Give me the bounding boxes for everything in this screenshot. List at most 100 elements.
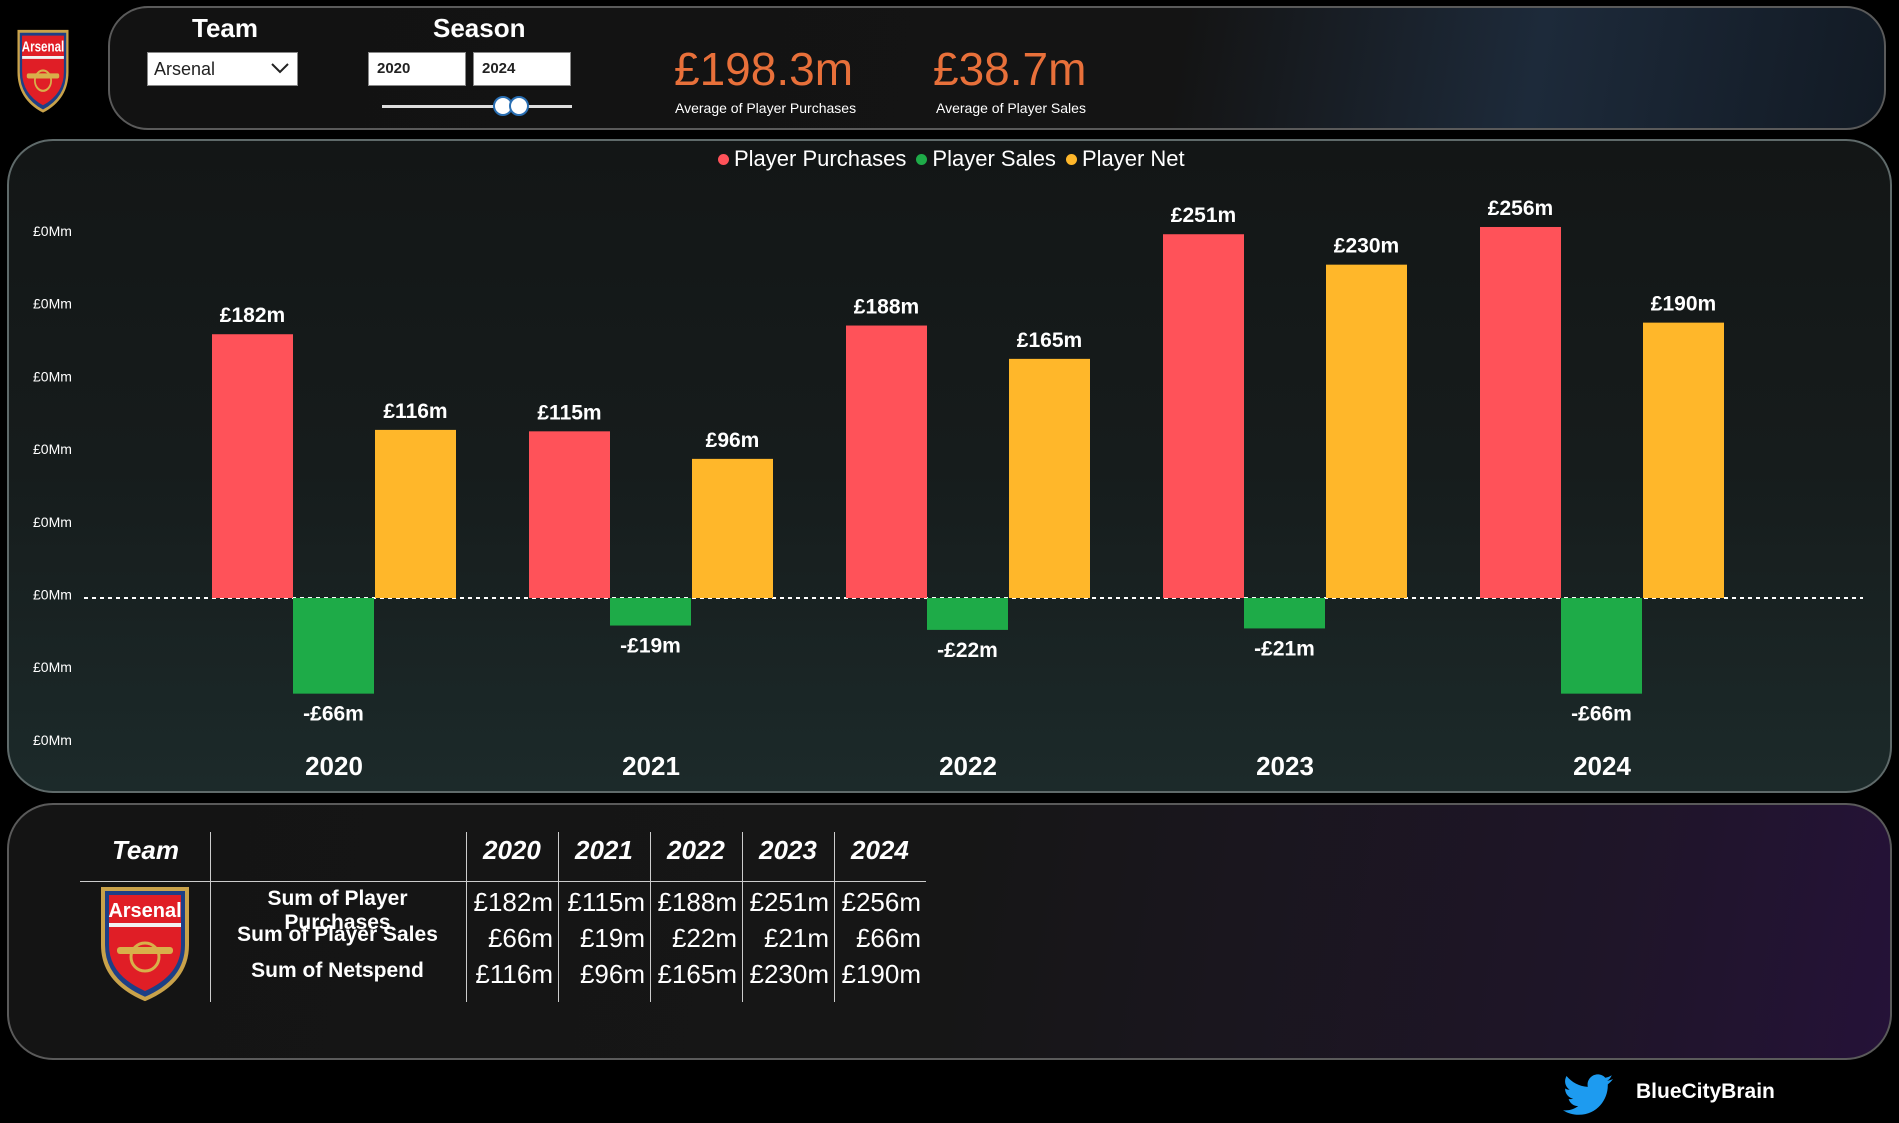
table-crest-text: Arsenal [108,900,181,922]
bar-purchases-2023[interactable] [1163,234,1244,598]
row-label-purchases: Sum of Player Purchases [267,887,408,934]
legend-dot-sales [916,153,928,165]
legend-dot-purchases [718,153,729,165]
bar-net-2021[interactable] [692,458,773,598]
kpi-avg-purchases-value: £198.3m [674,43,854,95]
table-cell: £190m [841,959,922,989]
legend-label-net: Player Net [1081,146,1185,171]
table-header-divider [80,881,926,882]
kpi-avg-sales-label: Average of Player Sales [936,100,1086,116]
legend-item-net: Player Net [1065,146,1185,172]
table-cell: £19m [579,923,645,953]
bar-purchases-2020[interactable] [212,334,293,598]
x-tick-label-2020: 2020 [305,751,363,781]
y-tick-label: £0Mm [33,732,72,748]
y-tick-label: £0Mm [33,441,72,457]
table-arsenal-crest: Arsenal [95,883,195,1003]
table-cell: £22m [671,923,737,953]
team-filter-title: Team [192,13,258,43]
bar-purchases-2024[interactable] [1480,226,1561,599]
bar-sales-2022[interactable] [927,598,1008,630]
data-label-sales-2024: -£66m [1571,703,1632,726]
data-label-net-2024: £190m [1651,293,1716,316]
team-dropdown[interactable]: Arsenal [147,52,298,86]
data-label-net-2020: £116m [383,400,447,423]
season-start-input[interactable]: 2020 [368,52,466,86]
table-cell: £66m [487,923,553,953]
kpi-avg-sales-value: £38.7m [933,43,1087,95]
bar-sales-2023[interactable] [1244,598,1325,629]
table-cell: £165m [657,959,738,989]
table-cell: £230m [749,959,830,989]
twitter-bird-icon[interactable] [1563,1074,1613,1116]
legend-item-purchases: Player Purchases [718,146,906,172]
table-cell: £182m [473,887,554,917]
bar-net-2020[interactable] [375,429,456,598]
table-divider [210,832,211,1002]
data-label-sales-2021: -£19m [620,635,681,658]
table-divider [834,832,835,1002]
y-tick-label: £0Mm [33,659,72,675]
bar-sales-2020[interactable] [293,598,374,694]
bar-purchases-2022[interactable] [846,325,927,598]
table-header-year-2023: 2023 [759,835,817,865]
table-cell: £116m [475,959,553,989]
chevron-down-icon [271,63,289,74]
row-label-sales: Sum of Player Sales [237,923,438,946]
table-header-year-2021: 2021 [575,835,633,865]
table-header-year-2020: 2020 [483,835,541,865]
legend-dot-net [1065,153,1077,165]
season-slider-end-handle[interactable] [509,96,529,116]
bar-sales-2021[interactable] [610,598,691,626]
team-dropdown-value: Arsenal [154,59,216,79]
table-header-team: Team [112,835,179,865]
bar-net-2022[interactable] [1009,358,1090,598]
data-label-net-2022: £165m [1017,329,1082,352]
y-tick-label: £0Mm [33,514,72,530]
data-label-sales-2022: -£22m [937,639,998,662]
table-divider [742,832,743,1002]
row-label-netspend: Sum of Netspend [251,959,424,982]
legend-item-sales: Player Sales [916,146,1056,172]
data-label-net-2021: £96m [706,429,760,452]
twitter-handle[interactable]: BlueCityBrain [1636,1080,1775,1103]
crest-text: Arsenal [22,38,65,55]
table-cell: £66m [855,923,921,953]
legend-label-purchases: Player Purchases [734,146,907,171]
data-label-purchases-2023: £251m [1171,204,1236,227]
table-divider [558,832,559,1002]
summary-table-panel [7,803,1892,1060]
data-label-purchases-2022: £188m [854,296,919,319]
data-label-sales-2023: -£21m [1254,637,1315,660]
season-filter-title: Season [433,13,526,43]
data-label-purchases-2020: £182m [220,304,285,327]
y-tick-label: £0Mm [33,368,72,384]
bar-net-2023[interactable] [1326,264,1407,598]
season-end-input[interactable]: 2024 [473,52,571,86]
table-cell: £251m [749,887,830,917]
season-slider-track[interactable] [382,105,572,108]
kpi-avg-purchases-label: Average of Player Purchases [675,100,857,116]
data-label-sales-2020: -£66m [303,703,364,726]
bar-net-2024[interactable] [1643,322,1724,598]
x-tick-label-2024: 2024 [1573,751,1631,781]
data-label-net-2023: £230m [1334,235,1399,258]
x-tick-label-2022: 2022 [939,751,997,781]
table-divider [466,832,467,1002]
y-tick-label: £0Mm [33,223,72,239]
table-cell: £96m [579,959,645,989]
y-tick-label: £0Mm [33,587,72,603]
y-tick-label: £0Mm [33,296,72,312]
data-label-purchases-2024: £256m [1488,197,1553,220]
x-tick-label-2021: 2021 [622,751,680,781]
table-cell: £188m [657,887,738,917]
legend-label-sales: Player Sales [932,146,1056,171]
table-cell: £256m [841,887,922,917]
bar-sales-2024[interactable] [1561,598,1642,694]
arsenal-crest-logo: Arsenal [14,27,72,114]
table-header-year-2024: 2024 [851,835,909,865]
bar-purchases-2021[interactable] [529,431,610,598]
bar-chart: £0Mm £0Mm £0Mm £0Mm £0Mm £0Mm £0Mm £0Mm £182m -£6… [33,197,1863,781]
table-header-year-2022: 2022 [667,835,725,865]
table-cell: £115m [567,887,645,917]
